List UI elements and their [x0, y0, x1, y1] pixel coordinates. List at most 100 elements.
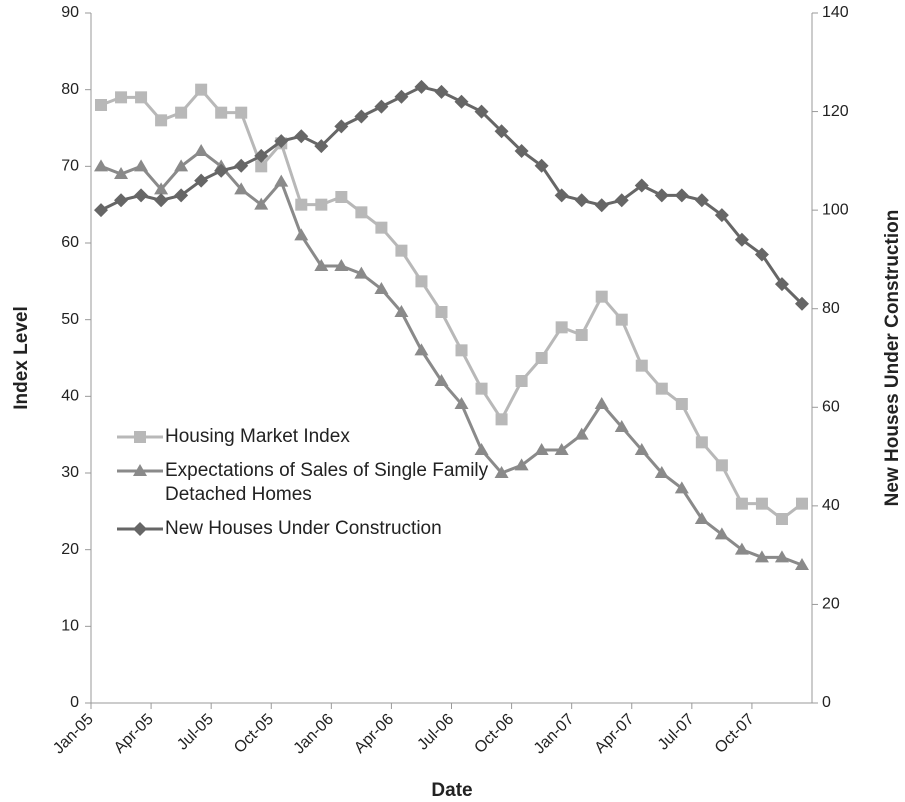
- x-tick-label: Jan-07: [531, 711, 578, 758]
- marker: [195, 83, 208, 96]
- marker: [254, 148, 269, 163]
- marker: [394, 305, 409, 317]
- marker: [755, 497, 768, 510]
- marker: [734, 232, 749, 247]
- marker: [235, 106, 248, 119]
- legend-swatch: [117, 464, 163, 476]
- marker: [334, 119, 349, 134]
- marker: [374, 282, 389, 294]
- marker: [475, 382, 488, 395]
- marker: [314, 259, 329, 271]
- y2-tick-label: 80: [822, 300, 840, 317]
- marker: [434, 84, 449, 99]
- marker: [375, 221, 388, 234]
- marker: [614, 193, 629, 208]
- legend-item: Housing Market Index: [115, 425, 535, 449]
- x-axis-title: Date: [431, 780, 472, 801]
- marker: [154, 182, 169, 195]
- y2-tick-label: 60: [822, 399, 840, 416]
- marker: [554, 443, 569, 455]
- marker: [794, 558, 809, 570]
- marker: [455, 344, 468, 357]
- marker: [515, 375, 528, 387]
- marker: [514, 144, 529, 158]
- marker: [674, 481, 689, 494]
- y-axis-title: Index Level: [11, 306, 32, 410]
- marker: [334, 259, 349, 271]
- x-tick-label: Jul-06: [414, 711, 457, 754]
- x-tick-label: Jul-07: [655, 711, 698, 754]
- marker: [534, 158, 549, 173]
- y2-tick-label: 120: [822, 103, 849, 120]
- marker: [194, 173, 209, 188]
- marker: [754, 247, 769, 262]
- legend-item: New Houses Under Construction: [115, 517, 535, 541]
- marker: [434, 374, 449, 386]
- marker: [754, 550, 769, 563]
- marker: [654, 466, 669, 478]
- marker: [594, 198, 609, 213]
- marker: [694, 193, 709, 208]
- marker: [135, 91, 148, 104]
- marker: [715, 459, 728, 472]
- marker: [555, 321, 568, 334]
- marker: [354, 109, 369, 124]
- y2-tick-label: 0: [822, 694, 831, 711]
- x-tick-label: Apr-05: [111, 711, 157, 757]
- marker: [635, 359, 648, 372]
- marker: [234, 158, 249, 173]
- marker: [634, 178, 649, 193]
- marker: [134, 188, 149, 203]
- marker: [394, 89, 409, 104]
- marker: [115, 91, 128, 104]
- marker: [614, 420, 629, 432]
- marker: [174, 159, 189, 172]
- marker: [554, 188, 569, 203]
- legend-item: Expectations of Sales of Single Family D…: [115, 459, 535, 507]
- y-tick-label: 70: [61, 158, 79, 175]
- marker: [494, 466, 509, 478]
- legend-swatch: [117, 522, 163, 536]
- legend-label: New Houses Under Construction: [165, 518, 442, 539]
- y2-tick-label: 140: [822, 4, 849, 21]
- x-tick-label: Apr-06: [351, 711, 397, 757]
- series-line: [100, 149, 803, 567]
- y2-tick-label: 40: [822, 497, 840, 514]
- marker: [295, 198, 308, 211]
- marker: [154, 193, 169, 208]
- legend-label: Expectations of Sales of Single Family D…: [165, 460, 489, 505]
- marker: [714, 208, 729, 223]
- marker: [454, 397, 469, 409]
- marker: [454, 94, 469, 109]
- y-tick-label: 20: [61, 541, 79, 558]
- x-tick-label: Jan-05: [50, 711, 97, 758]
- marker: [134, 159, 149, 172]
- marker: [714, 527, 729, 540]
- marker: [474, 104, 489, 119]
- marker: [274, 134, 289, 149]
- legend: Housing Market Index Expectations of Sale…: [115, 425, 535, 551]
- marker: [194, 144, 209, 156]
- marker: [395, 244, 408, 257]
- marker: [414, 79, 429, 94]
- y-tick-label: 40: [61, 388, 79, 405]
- marker: [114, 167, 129, 179]
- marker: [133, 522, 147, 536]
- series-line: [100, 85, 804, 305]
- x-tick-label: Oct-07: [712, 711, 758, 757]
- x-tick-label: Oct-06: [471, 711, 517, 757]
- x-tick-label: Jul-05: [174, 711, 217, 754]
- marker: [795, 497, 808, 510]
- marker: [775, 513, 788, 525]
- marker: [514, 458, 529, 471]
- marker: [695, 436, 708, 449]
- marker: [595, 290, 608, 303]
- marker: [634, 443, 649, 455]
- marker: [654, 188, 669, 203]
- y2-tick-label: 100: [822, 201, 849, 218]
- marker: [354, 266, 369, 279]
- marker: [95, 99, 108, 111]
- marker: [575, 329, 588, 341]
